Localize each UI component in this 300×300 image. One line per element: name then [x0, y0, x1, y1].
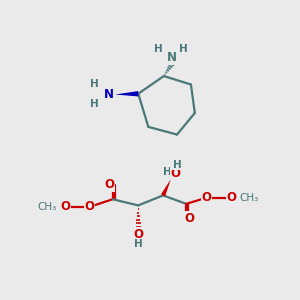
Text: O: O — [170, 167, 181, 180]
Text: H: H — [163, 167, 171, 176]
Text: N: N — [167, 51, 177, 64]
Text: CH₃: CH₃ — [240, 193, 259, 203]
Text: O: O — [84, 200, 94, 213]
Text: O: O — [133, 228, 143, 241]
Polygon shape — [115, 91, 138, 96]
Text: O: O — [202, 191, 212, 204]
Polygon shape — [161, 179, 171, 196]
Text: O: O — [60, 200, 70, 213]
Text: H: H — [134, 239, 142, 249]
Text: H: H — [90, 79, 98, 89]
Text: H: H — [172, 160, 182, 170]
Text: H: H — [90, 99, 98, 109]
Text: CH₃: CH₃ — [38, 202, 57, 212]
Text: O: O — [105, 178, 115, 191]
Text: N: N — [104, 88, 114, 101]
Text: O: O — [226, 191, 236, 204]
Text: O: O — [184, 212, 194, 225]
Text: H: H — [154, 44, 163, 54]
Text: H: H — [179, 44, 188, 54]
